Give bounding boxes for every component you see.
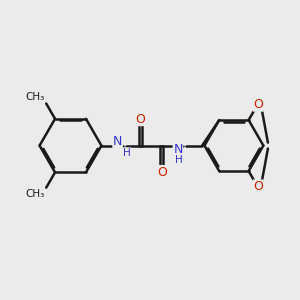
Text: N: N — [113, 135, 122, 148]
Text: H: H — [123, 148, 131, 158]
Text: O: O — [253, 180, 263, 193]
Text: O: O — [253, 98, 263, 111]
Text: H: H — [175, 155, 182, 165]
Text: CH₃: CH₃ — [26, 189, 45, 199]
Text: N: N — [173, 142, 183, 156]
Text: O: O — [157, 166, 167, 178]
Text: O: O — [136, 112, 146, 126]
Text: CH₃: CH₃ — [26, 92, 45, 102]
